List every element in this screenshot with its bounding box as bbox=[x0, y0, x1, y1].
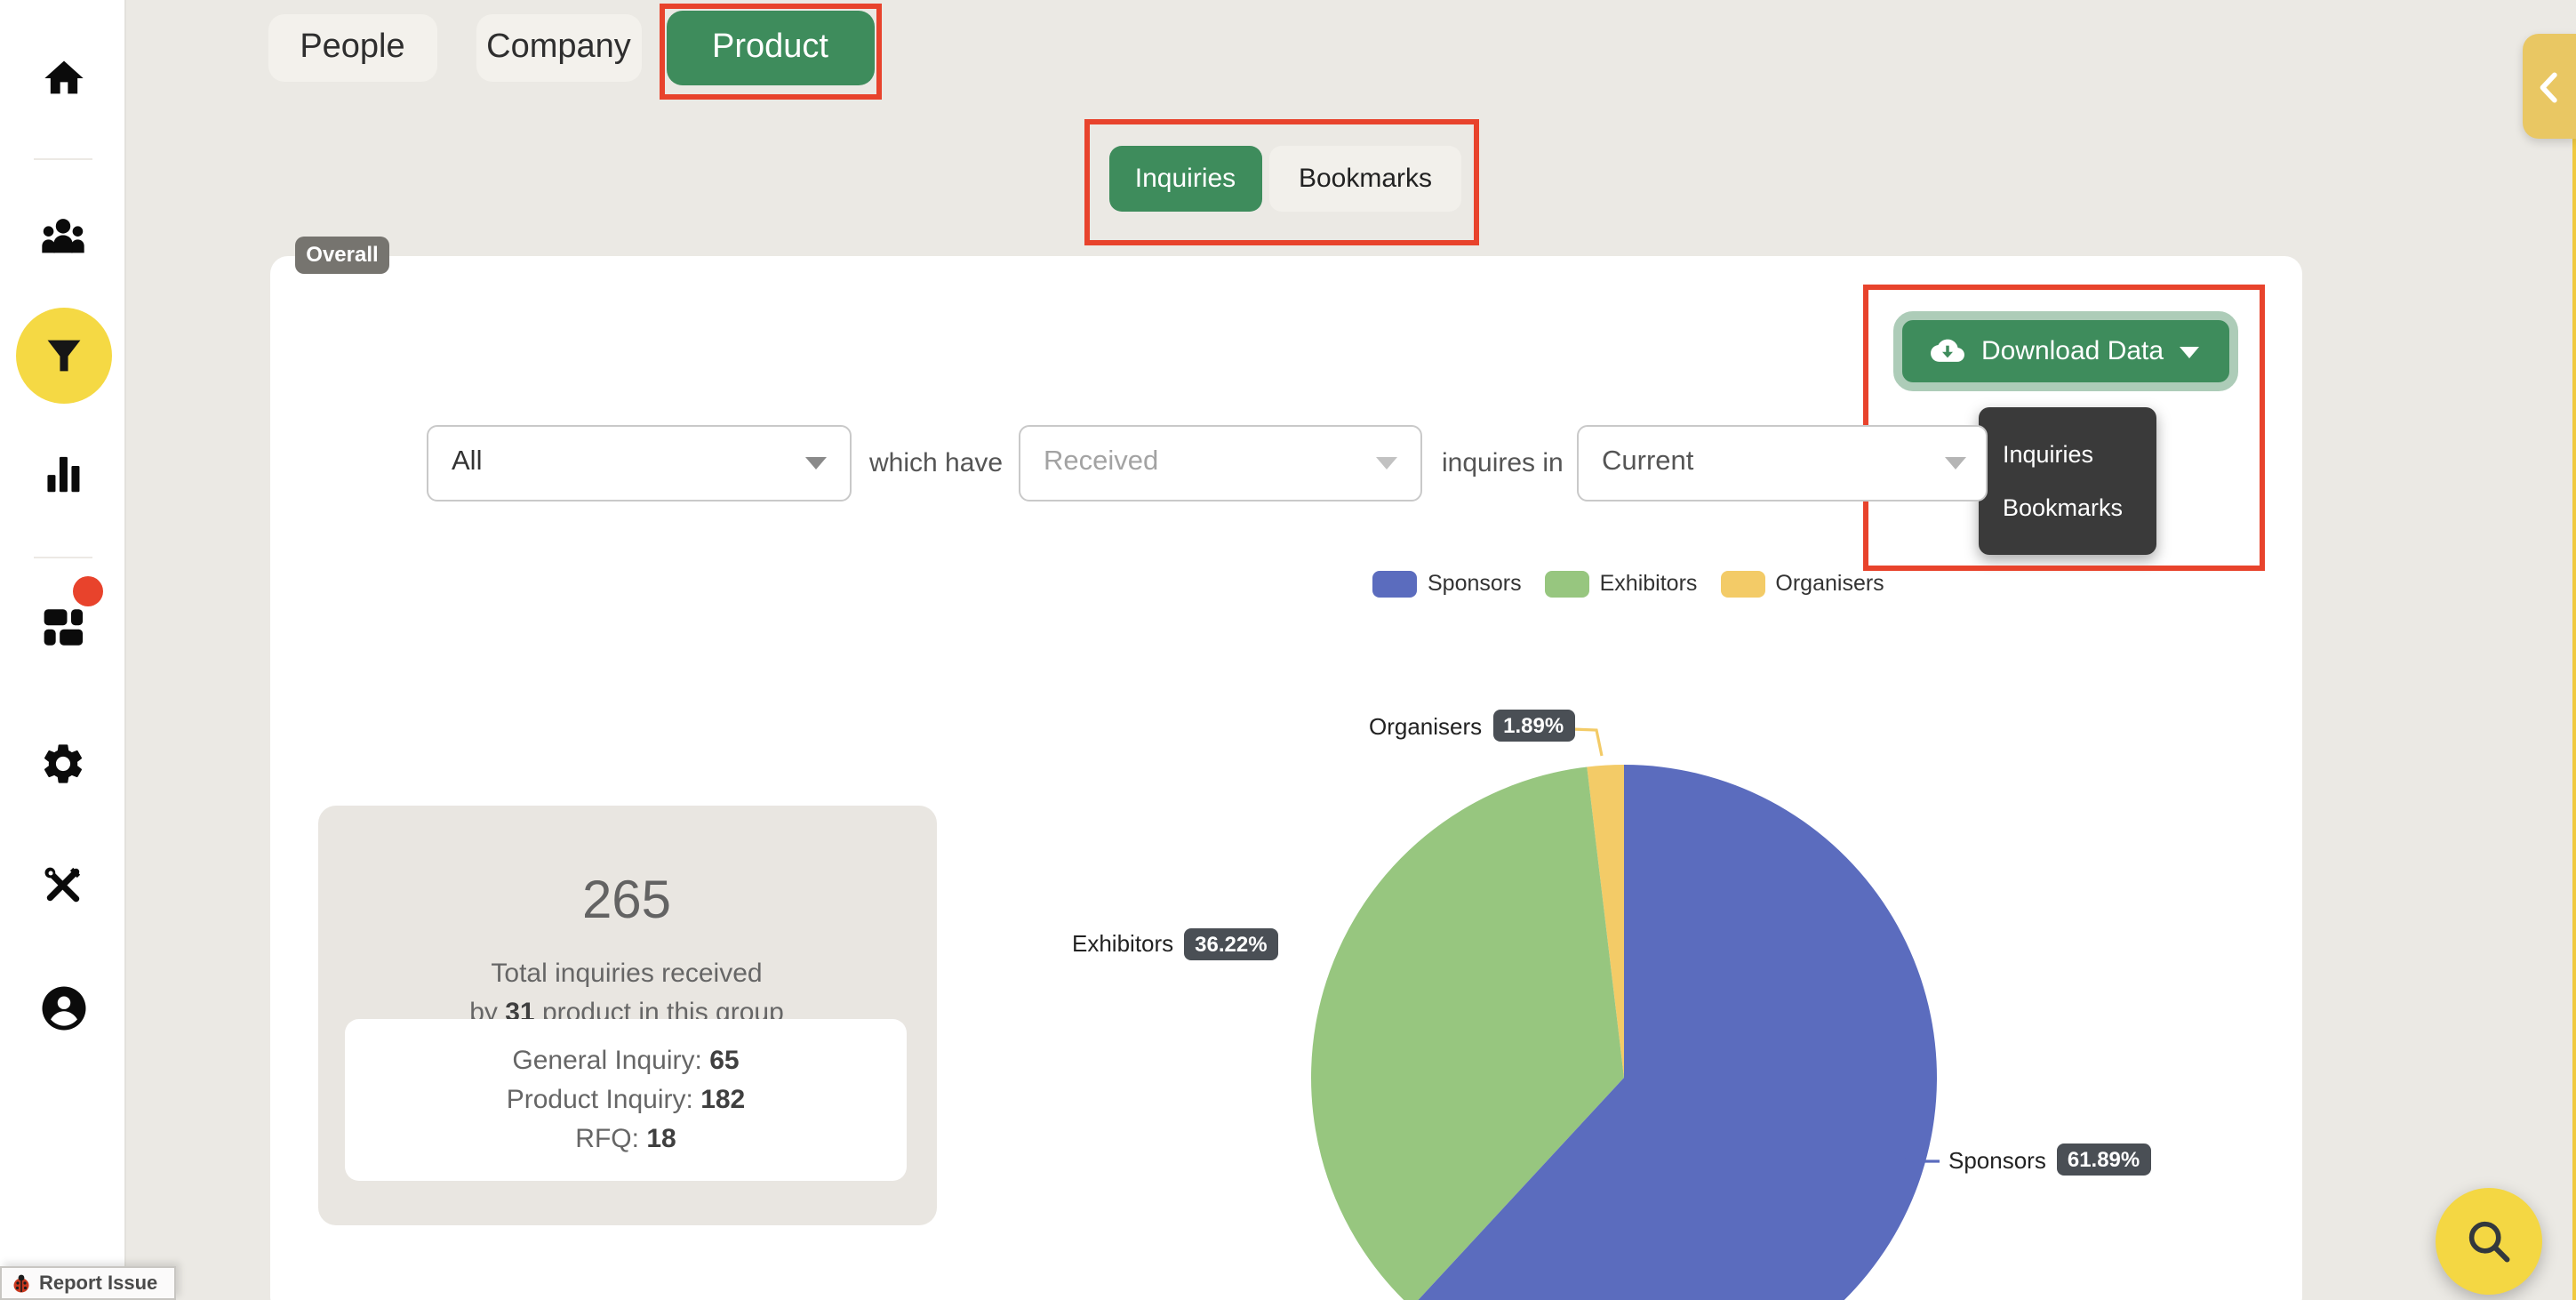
filter-icon bbox=[46, 340, 80, 372]
total-caption-line1: Total inquiries received bbox=[491, 959, 763, 989]
sidebar-divider bbox=[34, 158, 92, 160]
legend-item-organisers[interactable]: Organisers bbox=[1720, 571, 1884, 597]
menu-item-bookmarks-label: Bookmarks bbox=[2003, 494, 2124, 521]
sidebar-item-tools[interactable] bbox=[0, 861, 126, 909]
download-data-button[interactable]: Download Data bbox=[1893, 311, 2237, 391]
caret-down-icon bbox=[1376, 456, 1397, 469]
menu-item-bookmarks[interactable]: Bookmarks bbox=[1978, 481, 2156, 534]
tab-product-label: Product bbox=[712, 28, 828, 66]
download-data-label: Download Data bbox=[1980, 336, 2164, 366]
group-select[interactable]: All bbox=[427, 424, 851, 502]
ladybug-icon bbox=[13, 1273, 29, 1292]
legend-label-sponsors: Sponsors bbox=[1428, 571, 1522, 597]
stats-card: 265 Total inquiries received by 31 produ… bbox=[317, 806, 936, 1224]
sidebar-item-home[interactable] bbox=[0, 55, 126, 101]
sidebar-item-settings[interactable] bbox=[0, 740, 126, 788]
inquiry-breakdown-card: General Inquiry: 65 Product Inquiry: 182… bbox=[345, 1019, 907, 1180]
home-icon bbox=[44, 60, 83, 94]
legend-swatch-exhibitors bbox=[1544, 571, 1589, 597]
report-issue-label: Report Issue bbox=[39, 1272, 158, 1294]
notification-dot bbox=[72, 576, 102, 606]
tools-icon bbox=[44, 867, 81, 903]
tab-company-label: Company bbox=[486, 28, 631, 66]
overall-badge: Overall bbox=[295, 236, 389, 274]
cloud-download-icon bbox=[1931, 339, 1965, 362]
tab-people[interactable]: People bbox=[268, 13, 437, 82]
right-edge-accent-line bbox=[2572, 53, 2576, 1300]
dashboard-icon bbox=[44, 609, 84, 646]
pie-label-exhibitors-text: Exhibitors bbox=[1072, 930, 1174, 957]
period-select-value: Current bbox=[1602, 446, 1694, 477]
download-dropdown-menu: Inquiries Bookmarks bbox=[1978, 407, 2156, 554]
sidebar-item-people[interactable] bbox=[0, 210, 126, 261]
group-select-value: All bbox=[452, 446, 483, 477]
pie-label-exhibitors-pct: 36.22% bbox=[1184, 927, 1278, 959]
caret-down-icon bbox=[804, 456, 826, 469]
pie-label-organisers-text: Organisers bbox=[1369, 712, 1483, 739]
menu-item-inquiries-label: Inquiries bbox=[2003, 440, 2094, 468]
caret-down-icon bbox=[1945, 456, 1966, 469]
tab-people-label: People bbox=[300, 28, 405, 66]
tab-inquiries[interactable]: Inquiries bbox=[1108, 145, 1262, 212]
sidebar-item-account[interactable] bbox=[0, 983, 126, 1033]
action-select-value: Received bbox=[1044, 446, 1159, 477]
chevron-left-icon bbox=[2540, 73, 2557, 103]
pie-label-organisers: Organisers 1.89% bbox=[1369, 710, 1575, 742]
action-select[interactable]: Received bbox=[1019, 424, 1422, 502]
filter-connector-1: which have bbox=[869, 447, 1004, 478]
tab-bookmarks[interactable]: Bookmarks bbox=[1269, 145, 1461, 212]
tab-company[interactable]: Company bbox=[476, 13, 641, 82]
chevron-down-icon bbox=[2180, 346, 2200, 357]
sidebar-item-analytics[interactable] bbox=[0, 450, 126, 498]
breakdown-row-general: General Inquiry: 65 bbox=[512, 1045, 740, 1076]
tab-bookmarks-label: Bookmarks bbox=[1298, 163, 1433, 194]
legend-item-exhibitors[interactable]: Exhibitors bbox=[1544, 571, 1698, 597]
filter-connector-2: inquires in bbox=[1442, 447, 1564, 478]
tab-inquiries-label: Inquiries bbox=[1134, 163, 1236, 194]
collapse-panel-tab[interactable] bbox=[2523, 34, 2576, 138]
sidebar-divider bbox=[34, 557, 92, 558]
legend-item-sponsors[interactable]: Sponsors bbox=[1372, 571, 1522, 597]
report-issue-button[interactable]: Report Issue bbox=[0, 1266, 176, 1300]
tab-product[interactable]: Product bbox=[667, 10, 874, 85]
legend-swatch-organisers bbox=[1720, 571, 1765, 597]
period-select[interactable]: Current bbox=[1577, 424, 1988, 502]
search-icon bbox=[2468, 1221, 2510, 1263]
pie-label-exhibitors: Exhibitors 36.22% bbox=[1072, 927, 1278, 959]
pie-label-organisers-pct: 1.89% bbox=[1492, 710, 1575, 742]
pie-label-sponsors-pct: 61.89% bbox=[2056, 1144, 2151, 1176]
overall-badge-label: Overall bbox=[306, 242, 379, 268]
search-fab[interactable] bbox=[2436, 1188, 2542, 1295]
chart-legend: Sponsors Exhibitors Organisers bbox=[1372, 571, 1884, 597]
bar-chart-icon bbox=[47, 456, 80, 493]
legend-label-organisers: Organisers bbox=[1775, 571, 1884, 597]
sidebar-item-filter-active[interactable] bbox=[15, 308, 111, 404]
total-inquiries-value: 265 bbox=[581, 871, 672, 930]
breakdown-row-product: Product Inquiry: 182 bbox=[506, 1084, 746, 1115]
settings-icon bbox=[44, 744, 83, 783]
sidebar bbox=[0, 0, 126, 1300]
people-icon bbox=[42, 219, 84, 253]
pie-label-sponsors: Sponsors 61.89% bbox=[1948, 1144, 2151, 1176]
sidebar-item-dashboard[interactable] bbox=[0, 599, 126, 647]
legend-swatch-sponsors bbox=[1372, 571, 1417, 597]
pie-label-sponsors-text: Sponsors bbox=[1948, 1146, 2046, 1173]
account-icon bbox=[41, 986, 85, 1031]
breakdown-row-rfq: RFQ: 18 bbox=[575, 1123, 676, 1154]
menu-item-inquiries[interactable]: Inquiries bbox=[1978, 428, 2156, 481]
legend-label-exhibitors: Exhibitors bbox=[1599, 571, 1698, 597]
